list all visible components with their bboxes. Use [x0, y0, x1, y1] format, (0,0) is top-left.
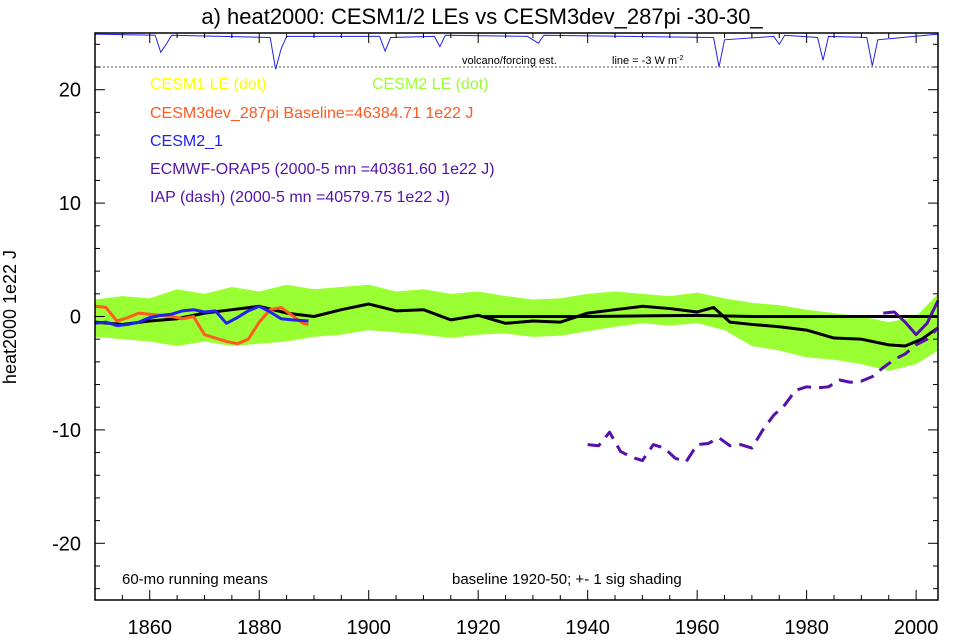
plot-area: [94, 33, 940, 464]
x-tick-label: 2000: [894, 617, 939, 639]
x-tick-label: 1960: [675, 617, 720, 639]
series-line-2: [94, 304, 309, 346]
y-tick-label: 0: [70, 307, 81, 329]
y-tick-label: 10: [59, 193, 81, 215]
series-line-5: [587, 326, 940, 464]
series-line-3: [94, 304, 309, 328]
x-tick-label: 1980: [784, 617, 829, 639]
legend-cesm2-1: CESM2_1: [150, 133, 223, 150]
legend: CESM1 LE (dot) CESM2 LE (dot) CESM3dev_2…: [150, 76, 495, 206]
x-tick-label: 1920: [456, 617, 501, 639]
axes: 1860 1880 1900 1920 1940 1960 1980 2000 20 10 0 -10…: [52, 32, 939, 639]
series-line-4: [883, 299, 940, 337]
y-tick-label: -10: [52, 420, 81, 442]
x-tick-label: 1900: [346, 617, 391, 639]
chart-title: a) heat2000: CESM1/2 LEs vs CESM3dev_287…: [201, 4, 763, 29]
volcano-annotation: volcano/forcing est.: [462, 55, 557, 67]
y-tick-label: 20: [59, 80, 81, 102]
volcano-forcing-line: [94, 33, 939, 70]
legend-cesm1-le: CESM1 LE (dot): [150, 76, 266, 93]
x-tick-label: 1940: [565, 617, 610, 639]
baseline-note: baseline 1920-50; +- 1 sig shading: [452, 571, 682, 588]
series-line-0: [94, 302, 939, 348]
legend-cesm3dev: CESM3dev_287pi Baseline=46384.71 1e22 J: [150, 105, 473, 122]
x-tick-label: 1880: [237, 617, 282, 639]
legend-iap: IAP (dash) (2000-5 mn =40579.75 1e22 J): [150, 189, 450, 206]
legend-cesm2-le: CESM2 LE (dot): [372, 76, 488, 93]
running-means-note: 60-mo running means: [122, 571, 268, 588]
line-scale-annotation: line = -3 W m-2: [612, 55, 683, 67]
legend-ecmwf-orap5: ECMWF-ORAP5 (2000-5 mn =40361.60 1e22 J): [150, 161, 495, 178]
x-tick-label: 1860: [127, 617, 172, 639]
y-tick-label: -20: [52, 533, 81, 555]
sigma-shading: [95, 284, 938, 371]
y-axis-label: heat2000 1e22 J: [0, 250, 20, 384]
